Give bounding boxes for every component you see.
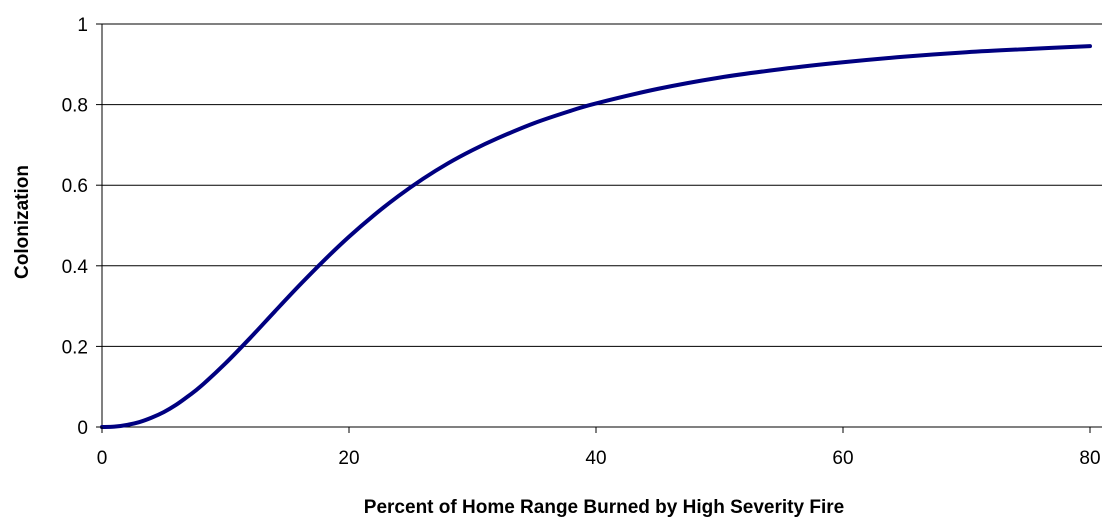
series-layer (100, 44, 1092, 429)
x-tick-label: 60 (832, 448, 853, 469)
y-axis-title: Colonization (12, 165, 33, 279)
plot-area (101, 24, 1102, 428)
y-tick-label: 1 (77, 15, 88, 36)
x-tick-label: 0 (97, 448, 108, 469)
x-axis: 0 20 40 60 80 (97, 427, 1101, 469)
x-axis-title: Percent of Home Range Burned by High Sev… (364, 497, 844, 518)
y-axis: 0 0.2 0.4 0.6 0.8 1 (62, 15, 102, 439)
y-tick-label: 0.4 (62, 257, 89, 278)
x-tick-label: 20 (338, 448, 359, 469)
y-tick-label: 0.6 (62, 176, 88, 197)
y-tick-label: 0 (77, 418, 88, 439)
y-tick-label: 0.2 (62, 337, 88, 358)
x-tick-label: 80 (1079, 448, 1100, 469)
y-tick-label: 0.8 (62, 96, 88, 117)
gridlines (102, 23, 1102, 347)
x-tick-label: 40 (585, 448, 606, 469)
series-line-0 (100, 44, 1092, 429)
